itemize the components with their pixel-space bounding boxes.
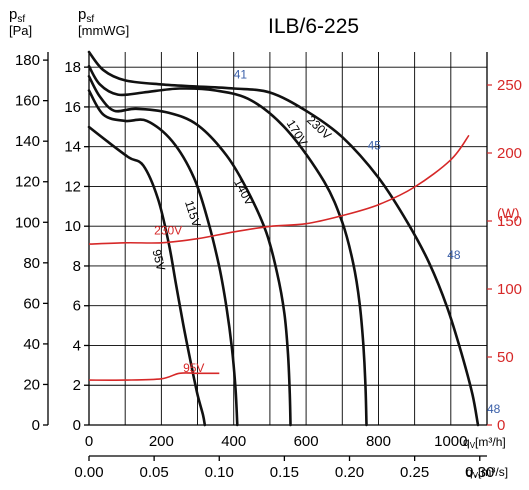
pa-tick-label: 80	[23, 255, 40, 272]
mmwg-tick-label: 10	[64, 218, 81, 235]
power-curve-label: 95V	[183, 361, 204, 375]
pa-tick-label: 160	[15, 93, 40, 110]
svg-text:[Pa]: [Pa]	[9, 23, 32, 38]
m3s-tick-label: 0.25	[400, 464, 429, 481]
curves	[87, 50, 480, 427]
pa-tick-label: 120	[15, 174, 40, 191]
mmwg-tick-label: 16	[64, 99, 81, 116]
pa-tick-label: 100	[15, 214, 40, 231]
mmwg-tick-label: 18	[64, 59, 81, 76]
x-axis-m3h-label: qV[m³/h]	[463, 435, 506, 450]
y-axis-pa-label: psf [Pa]	[9, 6, 32, 38]
power-curve-230v	[88, 134, 470, 245]
pressure-curve-140v	[87, 75, 292, 427]
m3s-tick-label: 0.20	[335, 464, 364, 481]
m3h-tick-label: 1000	[434, 433, 467, 450]
pressure-curve-170v	[87, 64, 368, 427]
pa-tick-label: 20	[23, 376, 40, 393]
y-axis-mmwg-label: psf [mmWG]	[78, 6, 129, 38]
pa-tick-label: 180	[15, 52, 40, 69]
m3s-tick-label: 0.30	[465, 464, 494, 481]
pressure-curve-label: 115V	[182, 199, 204, 229]
m3h-tick-label: 0	[85, 433, 93, 450]
sound-level-label: 45	[368, 138, 382, 152]
pressure-curve-230v	[87, 50, 480, 427]
mmwg-tick-label: 14	[64, 139, 81, 156]
m3s-tick-label: 0.15	[270, 464, 299, 481]
m3h-tick-label: 200	[149, 433, 174, 450]
m3h-tick-label: 800	[366, 433, 391, 450]
m3s-tick-label: 0.00	[74, 464, 103, 481]
mmwg-tick-label: 8	[73, 258, 81, 275]
m3h-tick-label: 600	[294, 433, 319, 450]
svg-text:[mmWG]: [mmWG]	[78, 23, 129, 38]
pa-tick-label: 0	[32, 417, 40, 434]
pressure-curve-label: 140V	[231, 177, 257, 208]
watt-tick-label: 150	[497, 213, 522, 230]
chart-title: ILB/6-225	[268, 15, 359, 38]
pa-tick-label: 140	[15, 133, 40, 150]
y-axis-watt-label: (W)	[497, 205, 520, 221]
mmwg-tick-label: 6	[73, 298, 81, 315]
power-curve-95v	[88, 372, 220, 381]
pa-tick-label: 60	[23, 295, 40, 312]
watt-tick-label: 250	[497, 77, 522, 94]
sound-level-label: 48	[487, 402, 501, 416]
mmwg-tick-label: 12	[64, 178, 81, 195]
tick-labels: 0204060801001201401601800246810121416180…	[15, 52, 522, 481]
pressure-curve-label: 95V	[149, 248, 168, 272]
m3s-tick-label: 0.10	[205, 464, 234, 481]
watt-tick-label: 0	[497, 417, 505, 434]
sound-level-label: 41	[234, 67, 248, 81]
power-curve-label: 230V	[154, 224, 182, 238]
watt-tick-label: 200	[497, 145, 522, 162]
mmwg-tick-label: 0	[73, 417, 81, 434]
m3s-tick-label: 0.05	[140, 464, 169, 481]
sound-level-label: 48	[447, 248, 461, 262]
pressure-curve-95v	[87, 125, 207, 427]
mmwg-tick-label: 2	[73, 377, 81, 394]
pa-tick-label: 40	[23, 336, 40, 353]
m3h-tick-label: 400	[221, 433, 246, 450]
mmwg-tick-label: 4	[73, 337, 81, 354]
pressure-curve-115v	[87, 89, 239, 427]
watt-tick-label: 100	[497, 281, 522, 298]
watt-tick-label: 50	[497, 349, 514, 366]
